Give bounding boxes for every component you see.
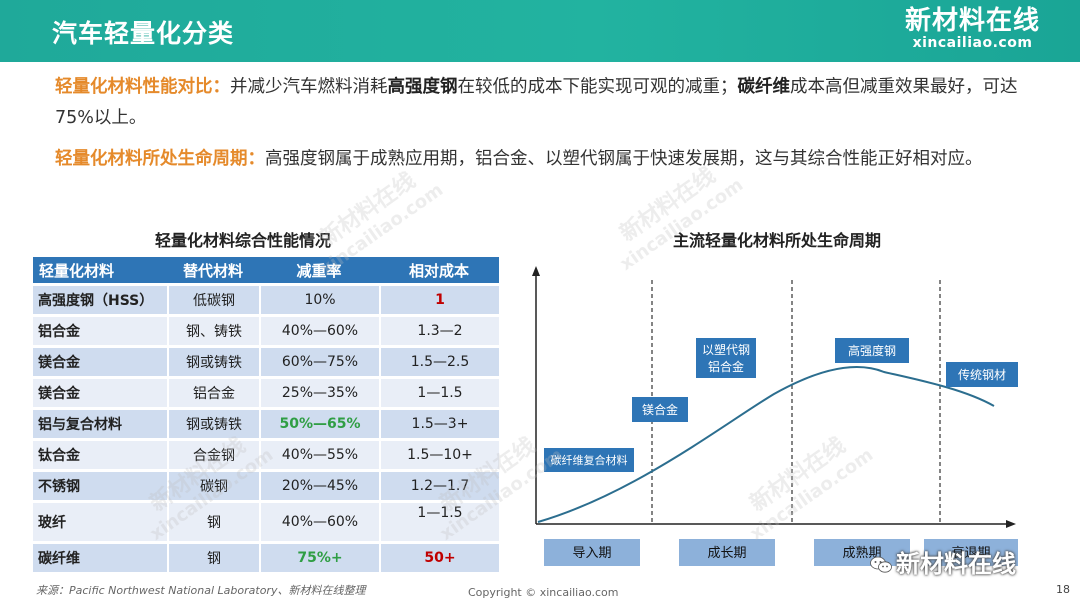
stage-label: 衰退期 bbox=[951, 545, 990, 561]
material-label: 碳纤维复合材料 bbox=[551, 453, 628, 467]
cell-cost: 1.3—2 bbox=[379, 317, 499, 345]
cell-substitute: 低碳钢 bbox=[167, 286, 259, 314]
brand-logo: 新材料在线 xincailiao.com bbox=[905, 6, 1040, 50]
table-row: 镁合金 钢或铸铁 60%—75% 1.5—2.5 bbox=[33, 348, 499, 376]
header-bar: 汽车轻量化分类 新材料在线 xincailiao.com bbox=[0, 0, 1080, 62]
material-box bbox=[835, 338, 909, 363]
material-label: 高强度钢 bbox=[848, 343, 896, 358]
cell-substitute: 合金钢 bbox=[167, 441, 259, 469]
wechat-icon bbox=[870, 556, 892, 573]
chart-caption: 主流轻量化材料所处生命周期 bbox=[673, 231, 882, 250]
table-row: 不锈钢 碳钢 20%—45% 1.2—1.7 bbox=[33, 472, 499, 500]
cell-cost: 1—1.5 bbox=[379, 379, 499, 407]
material-box bbox=[696, 338, 756, 378]
cell-rate: 40%—55% bbox=[259, 441, 379, 469]
material-label: 铝合金 bbox=[708, 359, 744, 374]
performance-bold-2: 碳纤维 bbox=[737, 77, 791, 97]
cell-substitute: 钢或铸铁 bbox=[167, 410, 259, 438]
material-label: 以塑代钢 bbox=[702, 342, 750, 357]
table-row: 钛合金 合金钢 40%—55% 1.5—10+ bbox=[33, 441, 499, 469]
header-relative-cost: 相对成本 bbox=[379, 257, 499, 283]
cell-material: 镁合金 bbox=[33, 379, 167, 407]
performance-bold-1: 高强度钢 bbox=[387, 77, 458, 97]
cell-cost: 1 bbox=[379, 286, 499, 314]
x-axis-arrow bbox=[1006, 520, 1016, 528]
lifecycle-diagram: 碳纤维复合材料 镁合金 以塑代钢 铝合金 高强度钢 传统钢材 导入期 成长期 成… bbox=[532, 266, 1018, 566]
performance-lead: 轻量化材料性能对比： bbox=[55, 77, 230, 97]
wechat-badge: 新材料在线 bbox=[870, 544, 1016, 579]
cell-cost: 1.5—3+ bbox=[379, 410, 499, 438]
stage-box bbox=[814, 539, 910, 566]
page-title: 汽车轻量化分类 bbox=[52, 19, 235, 48]
cell-cost: 1.5—2.5 bbox=[379, 348, 499, 376]
table-header-row: 轻量化材料 替代材料 减重率 相对成本 bbox=[33, 257, 499, 283]
header-material: 轻量化材料 bbox=[33, 257, 167, 283]
cell-substitute: 钢、铸铁 bbox=[167, 317, 259, 345]
cell-rate: 40%—60% bbox=[259, 503, 379, 541]
wechat-name: 新材料在线 bbox=[896, 550, 1016, 578]
cell-rate: 20%—45% bbox=[259, 472, 379, 500]
stage-label: 导入期 bbox=[572, 546, 611, 561]
page-number: 18 bbox=[1056, 583, 1070, 596]
material-box bbox=[632, 397, 688, 422]
stage-box bbox=[924, 539, 1018, 566]
cell-material: 钛合金 bbox=[33, 441, 167, 469]
copyright: Copyright © xincailiao.com bbox=[468, 586, 619, 599]
cell-material: 碳纤维 bbox=[33, 544, 167, 572]
materials-table: 轻量化材料 替代材料 减重率 相对成本 高强度钢（HSS） 低碳钢 10% 1 … bbox=[33, 254, 499, 575]
cell-cost: 1.2—1.7 bbox=[379, 472, 499, 500]
cell-rate: 10% bbox=[259, 286, 379, 314]
cell-rate: 60%—75% bbox=[259, 348, 379, 376]
cell-material: 镁合金 bbox=[33, 348, 167, 376]
cell-rate: 40%—60% bbox=[259, 317, 379, 345]
logo-text-en: xincailiao.com bbox=[912, 35, 1033, 51]
performance-paragraph: 轻量化材料性能对比：并减少汽车燃料消耗高强度钢在较低的成本下能实现可观的减重；碳… bbox=[55, 72, 1040, 134]
header-substitute: 替代材料 bbox=[167, 257, 259, 283]
table-row: 玻纤 钢 40%—60% 1—1.5 bbox=[33, 503, 499, 541]
table-row: 铝合金 钢、铸铁 40%—60% 1.3—2 bbox=[33, 317, 499, 345]
source-note: 来源：Pacific Northwest National Laboratory… bbox=[36, 584, 366, 597]
cell-rate: 50%—65% bbox=[259, 410, 379, 438]
cell-cost: 1—1.5 bbox=[379, 503, 499, 541]
lifecycle-paragraph: 轻量化材料所处生命周期：高强度钢属于成熟应用期，铝合金、以塑代钢属于快速发展期，… bbox=[55, 144, 1040, 175]
y-axis-arrow bbox=[532, 266, 540, 276]
cell-substitute: 铝合金 bbox=[167, 379, 259, 407]
stage-label: 成熟期 bbox=[842, 545, 881, 561]
material-box bbox=[544, 448, 634, 472]
logo-text-cn: 新材料在线 bbox=[904, 6, 1040, 36]
performance-text-3: 成本高但减重效果最好，可达75%以上。 bbox=[55, 77, 1018, 128]
cell-rate: 75%+ bbox=[259, 544, 379, 572]
material-label: 镁合金 bbox=[642, 402, 678, 417]
lifecycle-curve bbox=[537, 366, 995, 523]
cell-material: 铝合金 bbox=[33, 317, 167, 345]
lifecycle-lead: 轻量化材料所处生命周期： bbox=[55, 149, 265, 169]
material-box bbox=[946, 362, 1018, 387]
cell-cost: 1.5—10+ bbox=[379, 441, 499, 469]
stage-box bbox=[679, 539, 775, 566]
cell-rate: 25%—35% bbox=[259, 379, 379, 407]
cell-substitute: 钢 bbox=[167, 544, 259, 572]
table-caption: 轻量化材料综合性能情况 bbox=[155, 231, 332, 250]
cell-substitute: 钢 bbox=[167, 503, 259, 541]
cell-material: 不锈钢 bbox=[33, 472, 167, 500]
cell-material: 高强度钢（HSS） bbox=[33, 286, 167, 314]
cell-material: 玻纤 bbox=[33, 503, 167, 541]
header-weight-reduction: 减重率 bbox=[259, 257, 379, 283]
material-label: 传统钢材 bbox=[958, 367, 1006, 382]
lifecycle-text: 高强度钢属于成熟应用期，铝合金、以塑代钢属于快速发展期，这与其综合性能正好相对应… bbox=[265, 149, 983, 169]
cell-substitute: 钢或铸铁 bbox=[167, 348, 259, 376]
stage-box bbox=[544, 539, 640, 566]
table-row: 镁合金 铝合金 25%—35% 1—1.5 bbox=[33, 379, 499, 407]
performance-text-2: 在较低的成本下能实现可观的减重； bbox=[457, 77, 738, 97]
table-row: 高强度钢（HSS） 低碳钢 10% 1 bbox=[33, 286, 499, 314]
stage-label: 成长期 bbox=[707, 546, 746, 561]
cell-material: 铝与复合材料 bbox=[33, 410, 167, 438]
table-row: 铝与复合材料 钢或铸铁 50%—65% 1.5—3+ bbox=[33, 410, 499, 438]
table-row: 碳纤维 钢 75%+ 50+ bbox=[33, 544, 499, 572]
cell-substitute: 碳钢 bbox=[167, 472, 259, 500]
cell-cost: 50+ bbox=[379, 544, 499, 572]
performance-text-1: 并减少汽车燃料消耗 bbox=[230, 77, 388, 97]
